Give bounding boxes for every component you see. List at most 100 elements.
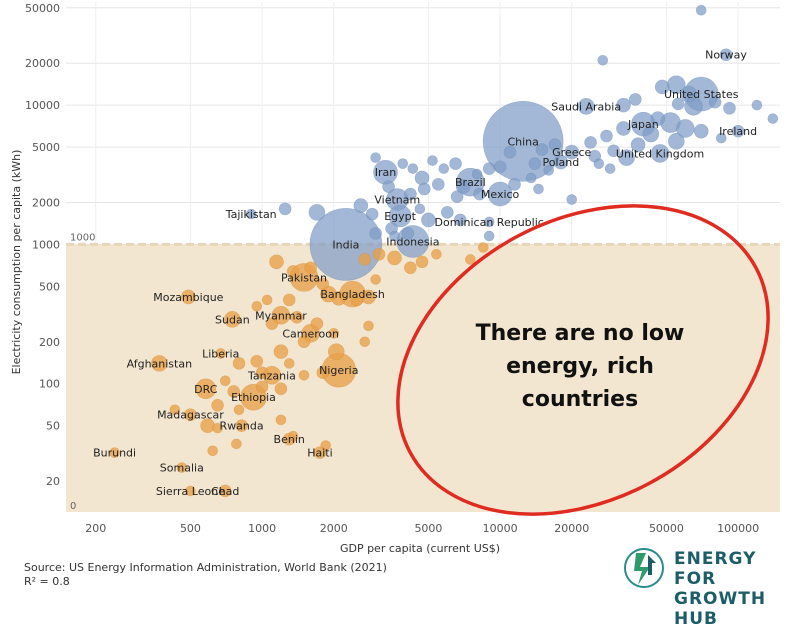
data-point — [328, 328, 340, 339]
x-tick-label: 50000 — [649, 522, 684, 535]
point-label: Mozambique — [153, 291, 223, 304]
data-point — [287, 430, 299, 442]
point-label: Afghanistan — [127, 357, 193, 370]
data-point — [273, 344, 289, 359]
data-point — [593, 158, 605, 169]
data-point — [109, 447, 120, 458]
data-point — [331, 291, 347, 306]
x-tick-label: 100000 — [717, 522, 759, 535]
data-point — [493, 160, 507, 174]
data-point — [421, 212, 436, 228]
data-point — [767, 113, 779, 124]
data-point — [212, 422, 223, 434]
data-point — [414, 203, 426, 215]
data-point — [553, 154, 569, 170]
data-point — [487, 181, 513, 207]
y-tick-label: 50 — [46, 420, 60, 433]
point-label: Brazil — [455, 176, 486, 189]
point-label: Greece — [552, 146, 591, 159]
x-tick-label: 200 — [85, 522, 106, 535]
point-label: Iran — [375, 166, 397, 179]
data-point — [211, 399, 224, 412]
data-point — [282, 293, 296, 307]
data-point — [723, 101, 736, 115]
point-label: India — [332, 238, 359, 251]
point-label: Bangladesh — [320, 288, 385, 301]
data-point — [372, 247, 386, 261]
point-label: Mexico — [481, 188, 520, 201]
data-point — [316, 277, 330, 291]
data-point — [440, 206, 454, 219]
x-axis-ticks: 200 500 1000 2000 5000 10000 20000 50000 100000 — [85, 522, 759, 535]
data-point — [695, 4, 707, 16]
data-point — [195, 378, 217, 400]
data-point — [310, 317, 324, 330]
data-point — [483, 216, 495, 228]
data-point — [465, 254, 476, 265]
data-point — [618, 149, 635, 166]
point-label: Nigeria — [319, 364, 358, 377]
data-point — [215, 348, 226, 359]
data-point — [353, 198, 369, 213]
point-label: Pakistan — [281, 271, 327, 284]
data-point — [654, 79, 670, 95]
point-label: Somalia — [160, 462, 204, 475]
data-point — [731, 124, 745, 138]
data-point — [278, 202, 292, 216]
y-axis-label: Electricity consumption per capita (kWh) — [10, 150, 23, 375]
logo-line-2: GROWTH HUB — [674, 589, 767, 629]
data-point — [404, 261, 417, 275]
point-label: Ethiopia — [231, 391, 276, 404]
y-tick-label: 10000 — [25, 99, 60, 112]
point-label: China — [507, 135, 538, 148]
annotation-line-2: energy, rich — [506, 354, 654, 379]
data-point — [404, 187, 417, 201]
point-label: Madagascar — [157, 409, 224, 422]
data-point — [577, 98, 595, 115]
scatter-chart: 1000 0 200 500 1000 2000 5000 10000 20000 50000… — [10, 2, 780, 555]
data-point — [431, 248, 442, 260]
x-tick-label: 10000 — [483, 522, 518, 535]
data-point — [207, 445, 218, 457]
data-point — [382, 180, 395, 193]
logo-line-1: ENERGY FOR — [674, 549, 757, 589]
data-point — [667, 132, 685, 150]
annotation-ellipse — [396, 204, 770, 516]
data-point — [528, 157, 542, 170]
data-point — [543, 165, 554, 176]
x-tick-label: 20000 — [554, 522, 589, 535]
data-point — [407, 163, 419, 174]
data-point — [708, 95, 722, 109]
x-tick-label: 5000 — [414, 522, 442, 535]
data-point — [482, 162, 496, 175]
data-point — [417, 182, 431, 196]
data-point — [290, 310, 304, 324]
data-point — [231, 438, 242, 450]
data-point — [304, 261, 317, 275]
threshold-label-top: 1000 — [70, 232, 95, 243]
data-point — [535, 143, 549, 156]
data-point — [719, 48, 733, 62]
data-point — [533, 183, 544, 195]
point-label: Indonesia — [386, 235, 439, 248]
data-point — [629, 93, 642, 106]
data-point — [438, 163, 450, 174]
data-point — [584, 136, 597, 149]
data-point — [250, 354, 264, 368]
point-label: Myanmar — [255, 309, 307, 322]
point-label: Rwanda — [220, 420, 264, 433]
data-point — [388, 204, 412, 228]
data-point — [297, 335, 311, 349]
threshold-label-bottom: 0 — [70, 501, 76, 512]
data-point — [370, 274, 381, 285]
data-point — [358, 253, 372, 266]
data-point — [224, 311, 241, 328]
data-point — [363, 320, 374, 332]
data-point — [607, 144, 620, 158]
data-point — [414, 170, 430, 186]
point-label: United States — [664, 88, 739, 101]
data-point — [298, 369, 310, 381]
y-tick-label: 1000 — [32, 238, 60, 251]
data-point — [751, 99, 763, 111]
point-label: Sierra Leone — [156, 485, 225, 498]
